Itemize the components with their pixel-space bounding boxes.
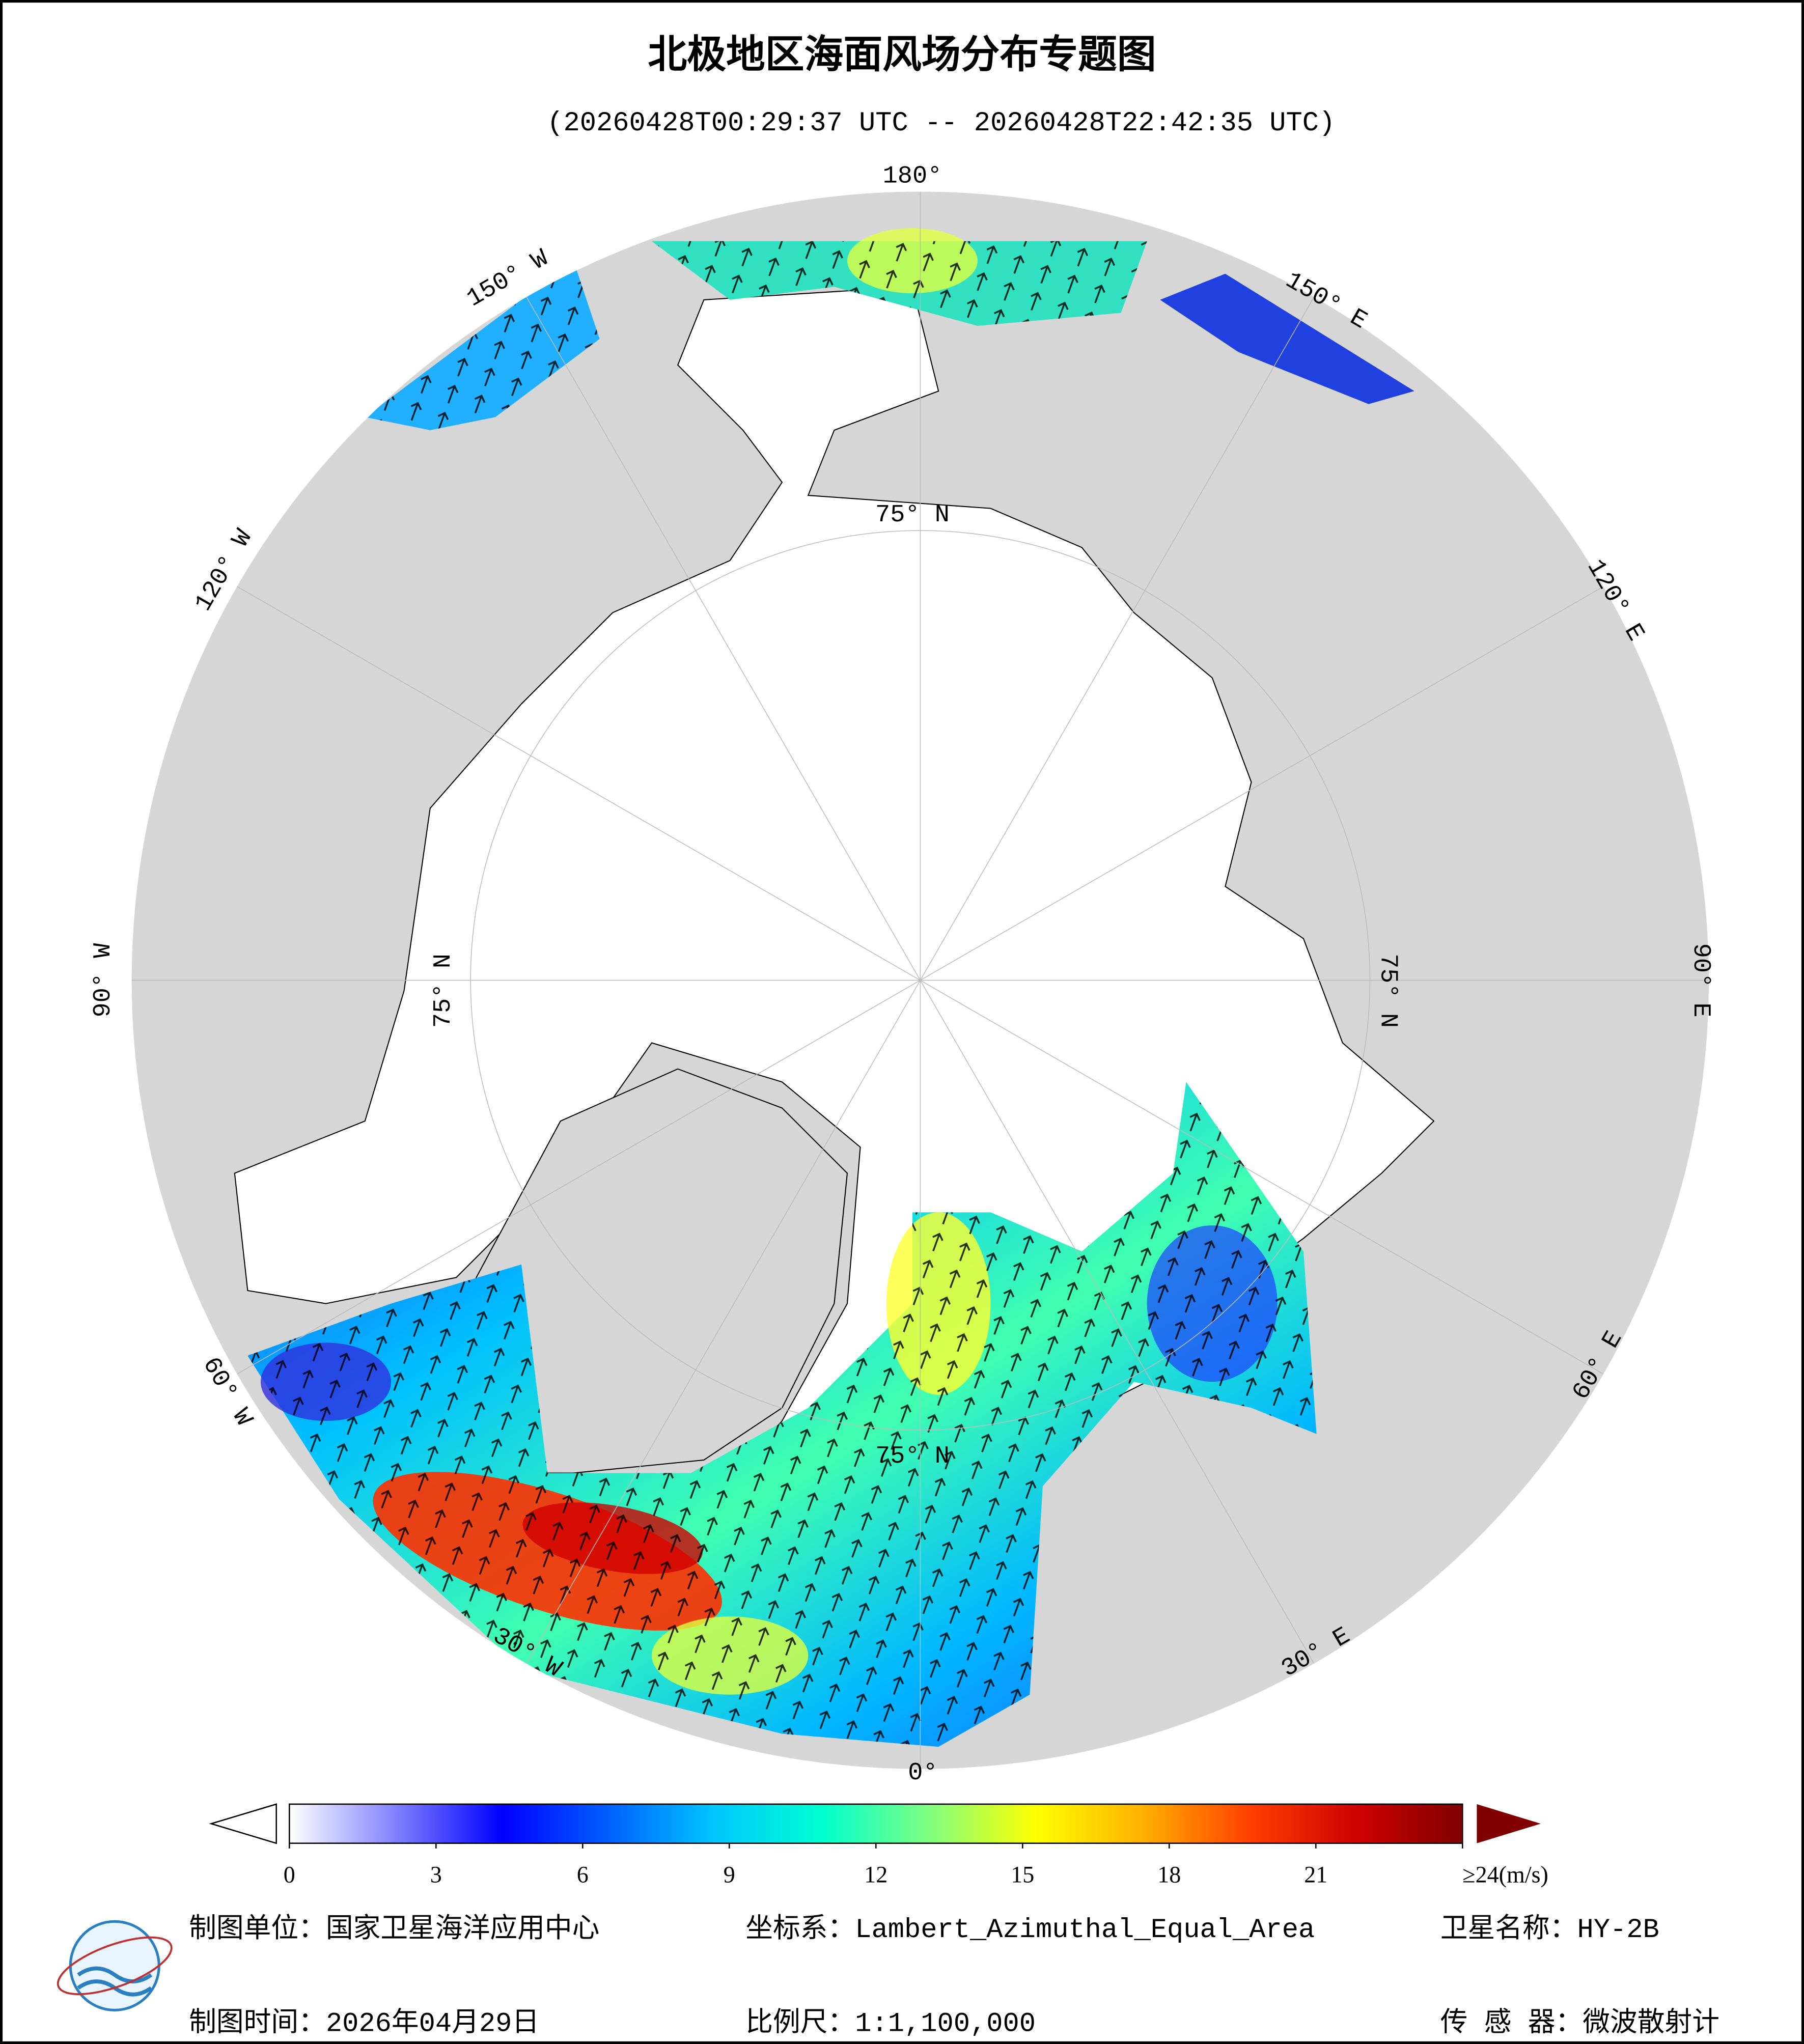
colorbar-tick-label: 21 <box>1304 1861 1327 1887</box>
subtitle: (20260428T00:29:37 UTC -- 20260428T22:42… <box>547 108 1335 139</box>
colorbar-tick-label: 15 <box>1011 1861 1034 1887</box>
lat-label: 75° N <box>875 501 950 529</box>
lon-label: 0° <box>908 1759 937 1787</box>
logo <box>57 1920 173 2011</box>
footer-sensor: 传 感 器：微波散射计 <box>1440 2007 1719 2039</box>
colorbar-tick-label: 6 <box>577 1861 589 1887</box>
colorbar-tick-label: 12 <box>864 1861 887 1887</box>
colorbar-tick-label: 0 <box>284 1861 295 1887</box>
colorbar-low-cap <box>209 1803 277 1844</box>
footer-time: 制图时间：2026年04月29日 <box>189 2007 539 2039</box>
footer-satellite: 卫星名称：HY-2B <box>1440 1914 1659 1946</box>
colorbar-ramp <box>289 1803 1463 1844</box>
lat-label: 75° N <box>875 1442 950 1470</box>
footer-scale: 比例尺：1:1,100,000 <box>745 2007 1036 2039</box>
colorbar-tick-label: ≥24(m/s) <box>1462 1861 1548 1887</box>
lon-label: 90° W <box>89 943 117 1018</box>
colorbar-tick-label: 9 <box>724 1861 735 1887</box>
map <box>131 191 1709 1769</box>
footer-unit: 制图单位：国家卫星海洋应用中心 <box>189 1914 599 1946</box>
footer-crs: 坐标系：Lambert_Azimuthal_Equal_Area <box>745 1914 1315 1946</box>
colorbar-high-cap <box>1477 1804 1541 1843</box>
colorbar: 0 3 6 9 12 15 18 21 ≥24(m/s) <box>209 1803 1548 1887</box>
lon-label: 180° <box>883 162 942 190</box>
lon-label: 90° E <box>1687 943 1715 1018</box>
colorbar-tick-label: 3 <box>430 1861 442 1887</box>
title: 北极地区海面风场分布专题图 <box>648 32 1156 77</box>
lat-label: 75° N <box>429 954 457 1028</box>
colorbar-tick-label: 18 <box>1157 1861 1181 1887</box>
lat-label: 75° N <box>1374 954 1402 1028</box>
